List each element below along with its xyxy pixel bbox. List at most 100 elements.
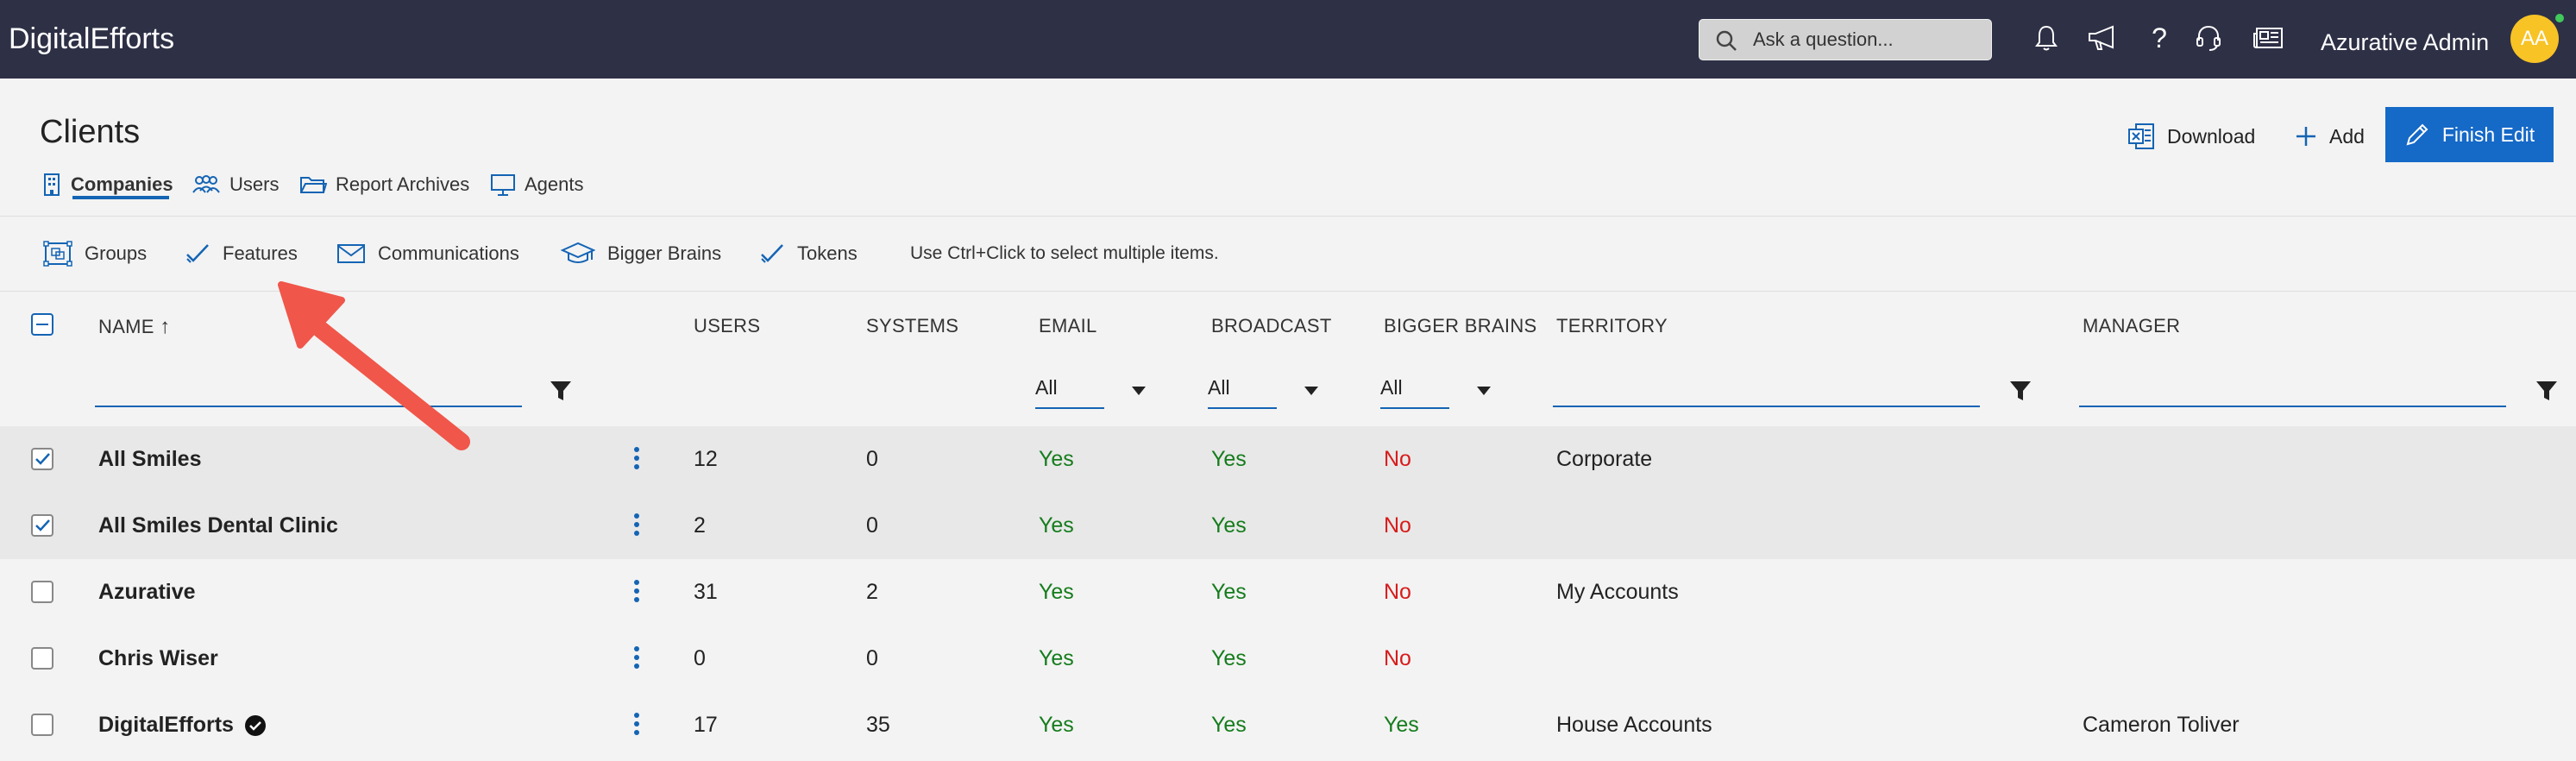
manager-filter-input[interactable] xyxy=(2079,406,2506,407)
bell-icon[interactable] xyxy=(2029,21,2064,55)
table-row[interactable]: DigitalEfforts 17 35 Yes Yes Yes House A… xyxy=(0,692,2576,758)
verified-check-icon xyxy=(244,714,266,736)
users-count: 2 xyxy=(694,513,706,538)
row-menu-icon[interactable] xyxy=(632,447,641,473)
filter-icon[interactable] xyxy=(2008,379,2033,403)
download-button[interactable]: Download xyxy=(2127,117,2255,155)
tab-companies[interactable]: Companies xyxy=(41,169,173,200)
row-menu-icon[interactable] xyxy=(632,513,641,539)
column-header-name[interactable]: NAME ↑ xyxy=(98,315,171,339)
systems-count: 35 xyxy=(866,713,890,737)
table-row[interactable]: All Smiles Dental Clinic 2 0 Yes Yes No xyxy=(0,493,2576,559)
territory: Corporate xyxy=(1556,447,1653,471)
column-header-manager[interactable]: MANAGER xyxy=(2083,315,2181,336)
broadcast-filter-select[interactable]: All xyxy=(1208,376,1230,399)
email-filter-select[interactable]: All xyxy=(1035,376,1058,399)
column-header-broadcast[interactable]: BROADCAST xyxy=(1211,315,1332,336)
column-header-territory[interactable]: TERRITORY xyxy=(1556,315,1668,336)
broadcast-status: Yes xyxy=(1211,447,1247,471)
avatar[interactable]: AA xyxy=(2510,15,2559,63)
name-filter-input[interactable] xyxy=(95,406,522,407)
toolbar-features-button[interactable]: Features xyxy=(185,238,298,269)
tab-agents[interactable]: Agents xyxy=(490,169,584,200)
monitor-icon xyxy=(491,174,515,196)
chevron-down-icon[interactable] xyxy=(1304,387,1318,395)
company-name-text: All Smiles Dental Clinic xyxy=(98,513,338,538)
search-input[interactable] xyxy=(1753,27,1977,53)
headset-icon[interactable] xyxy=(2191,21,2226,55)
email-status: Yes xyxy=(1039,580,1074,604)
add-label: Add xyxy=(2329,124,2365,148)
territory: My Accounts xyxy=(1556,580,1679,604)
table-row[interactable]: Chris Wiser 0 0 Yes Yes No xyxy=(0,626,2576,692)
chevron-down-icon[interactable] xyxy=(1132,387,1146,395)
company-name[interactable]: Chris Wiser xyxy=(98,646,218,671)
row-checkbox[interactable] xyxy=(31,448,53,470)
brand-logo[interactable]: DigitalEfforts xyxy=(9,22,175,55)
row-checkbox[interactable] xyxy=(31,647,53,670)
column-header-bigger-brains[interactable]: BIGGER BRAINS xyxy=(1384,315,1537,336)
checkmark-icon xyxy=(35,453,50,465)
table-row[interactable]: Azurative 31 2 Yes Yes No My Accounts xyxy=(0,559,2576,626)
filter-icon[interactable] xyxy=(549,379,573,403)
add-button[interactable]: Add xyxy=(2295,117,2365,155)
email-status: Yes xyxy=(1039,646,1074,670)
users-count: 12 xyxy=(694,447,718,471)
company-name[interactable]: Azurative xyxy=(98,580,196,605)
systems-count: 2 xyxy=(866,580,878,604)
checkmark-icon xyxy=(186,244,209,263)
indeterminate-mark xyxy=(36,324,48,325)
company-name[interactable]: DigitalEfforts xyxy=(98,713,267,738)
company-name-text: Azurative xyxy=(98,580,196,604)
broadcast-filter-underline xyxy=(1208,407,1277,409)
row-menu-icon[interactable] xyxy=(632,646,641,672)
groups-icon xyxy=(43,241,72,267)
chevron-down-icon[interactable] xyxy=(1477,387,1491,395)
filter-icon[interactable] xyxy=(2535,379,2559,403)
finish-edit-button[interactable]: Finish Edit xyxy=(2385,107,2554,162)
column-header-users[interactable]: USERS xyxy=(694,315,761,336)
bigger-brains-status: No xyxy=(1384,447,1411,471)
company-name[interactable]: All Smiles xyxy=(98,447,202,472)
manager: Cameron Toliver xyxy=(2083,713,2240,737)
company-name-text: DigitalEfforts xyxy=(98,713,234,737)
row-checkbox[interactable] xyxy=(31,514,53,537)
tab-users[interactable]: Users xyxy=(192,169,279,200)
row-checkbox[interactable] xyxy=(31,581,53,603)
help-icon[interactable]: ? xyxy=(2152,22,2167,53)
top-bar: DigitalEfforts ? Azurative Admin AA xyxy=(0,0,2576,79)
bigger-brains-status: No xyxy=(1384,580,1411,604)
folder-icon xyxy=(300,177,327,193)
systems-count: 0 xyxy=(866,646,878,670)
tab-report-archives[interactable]: Report Archives xyxy=(299,169,469,200)
column-header-systems[interactable]: SYSTEMS xyxy=(866,315,959,336)
users-count: 17 xyxy=(694,713,718,737)
column-header-email[interactable]: EMAIL xyxy=(1039,315,1097,336)
toolbar-groups-button[interactable]: Groups xyxy=(43,238,147,269)
company-name[interactable]: All Smiles Dental Clinic xyxy=(98,513,338,538)
toolbar-communications-button[interactable]: Communications xyxy=(336,238,519,269)
toolbar-bigger-brains-button[interactable]: Bigger Brains xyxy=(561,238,721,269)
row-menu-icon[interactable] xyxy=(632,713,641,739)
user-name[interactable]: Azurative Admin xyxy=(2321,29,2490,55)
building-icon xyxy=(44,173,60,196)
checkmark-icon xyxy=(35,519,50,531)
email-status: Yes xyxy=(1039,513,1074,538)
select-all-checkbox[interactable] xyxy=(31,313,53,336)
systems-count: 0 xyxy=(866,447,878,471)
bigger-brains-filter-select[interactable]: All xyxy=(1380,376,1403,399)
news-icon[interactable] xyxy=(2252,21,2286,55)
company-name-text: All Smiles xyxy=(98,447,202,471)
toolbar-label: Communications xyxy=(378,242,519,264)
toolbar-tokens-button[interactable]: Tokens xyxy=(759,238,858,269)
territory-filter-input[interactable] xyxy=(1553,406,1980,407)
row-menu-icon[interactable] xyxy=(632,580,641,606)
table-row[interactable]: All Smiles 12 0 Yes Yes No Corporate xyxy=(0,426,2576,493)
bigger-brains-filter-underline xyxy=(1380,407,1449,409)
active-tab-indicator xyxy=(72,196,169,199)
megaphone-icon[interactable] xyxy=(2086,21,2120,55)
page-title: Clients xyxy=(40,114,141,150)
multi-select-hint: Use Ctrl+Click to select multiple items. xyxy=(910,243,1219,263)
search-box[interactable] xyxy=(1699,19,1992,60)
row-checkbox[interactable] xyxy=(31,714,53,736)
